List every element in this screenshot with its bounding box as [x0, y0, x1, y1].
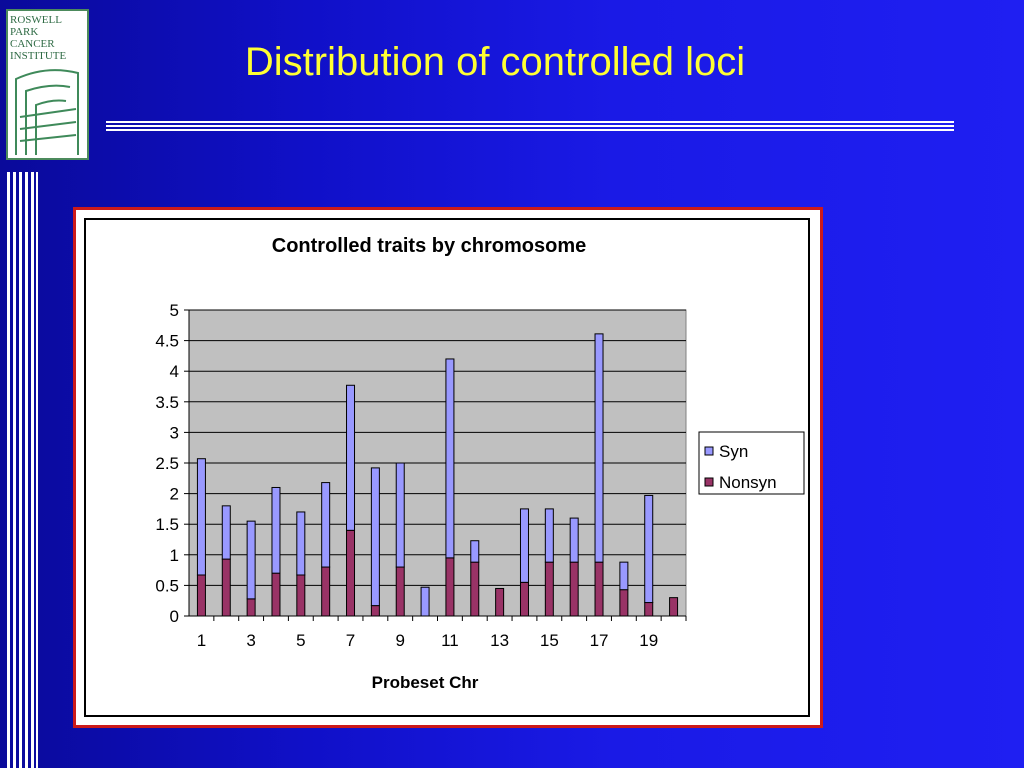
x-tick-label: 7 — [346, 631, 355, 650]
bar-syn — [544, 508, 554, 563]
y-tick-label: 2.5 — [155, 454, 179, 473]
y-tick-label: 0.5 — [155, 576, 179, 595]
y-tick-label: 0 — [170, 607, 179, 626]
bar-syn — [644, 494, 654, 604]
bar-nonsyn — [346, 529, 356, 617]
bar-syn — [619, 561, 629, 591]
bar-nonsyn — [221, 558, 231, 617]
logo-line: INSTITUTE — [10, 50, 66, 62]
bar-nonsyn — [544, 561, 554, 617]
bar-syn — [445, 358, 455, 559]
bar-nonsyn — [470, 561, 480, 617]
building-icon — [15, 69, 79, 155]
x-tick-label: 17 — [590, 631, 609, 650]
logo-line: CANCER — [10, 38, 55, 50]
bar-nonsyn — [370, 605, 380, 617]
x-tick-label: 13 — [490, 631, 509, 650]
bar-syn — [370, 467, 380, 607]
bar-nonsyn — [296, 574, 306, 617]
x-tick-label: 3 — [246, 631, 255, 650]
legend-label: Syn — [719, 442, 748, 461]
legend-box — [698, 431, 805, 495]
y-tick-label: 4.5 — [155, 332, 179, 351]
y-tick-label: 5 — [170, 301, 179, 320]
y-tick-label: 2 — [170, 485, 179, 504]
x-tick-label: 11 — [441, 631, 459, 650]
chart-title: Controlled traits by chromosome — [272, 235, 587, 257]
bar-syn — [196, 458, 206, 576]
chart-frame: Controlled traits by chromosome 0 0.5 1 1.5… — [73, 207, 823, 728]
x-tick-label: 1 — [197, 631, 206, 650]
x-axis-label: Probeset Chr — [372, 673, 479, 692]
bar-syn — [594, 333, 604, 563]
bar-syn — [296, 511, 306, 576]
bar-syn — [346, 384, 356, 531]
bar-nonsyn — [495, 587, 505, 617]
bar-syn — [420, 586, 430, 617]
bar-nonsyn — [669, 597, 679, 617]
legend-label: Nonsyn — [719, 473, 777, 492]
y-tick-label: 1.5 — [155, 515, 179, 534]
y-tick-label: 3.5 — [155, 393, 179, 412]
bar-nonsyn — [271, 572, 281, 617]
bar-syn — [321, 482, 331, 568]
logo-line: ROSWELL — [10, 14, 62, 26]
x-tick-label: 15 — [540, 631, 559, 650]
bar-nonsyn — [246, 598, 256, 617]
legend-swatch — [704, 446, 714, 456]
y-tick-label: 4 — [170, 362, 179, 381]
bar-nonsyn — [619, 589, 629, 617]
title-divider — [106, 121, 954, 131]
x-tick-label: 9 — [395, 631, 404, 650]
bar-nonsyn — [569, 561, 579, 617]
logo-line: PARK — [10, 26, 38, 38]
slide-title: Distribution of controlled loci — [244, 40, 746, 84]
bar-syn — [395, 462, 405, 568]
bar-nonsyn — [594, 561, 604, 617]
chart-legend: Syn Nonsyn — [698, 431, 805, 495]
bar-nonsyn — [196, 574, 206, 617]
bar-nonsyn — [644, 602, 654, 617]
stacked-bar-chart: Controlled traits by chromosome 0 0.5 1 1.5… — [84, 218, 810, 717]
bar-syn — [221, 505, 231, 560]
bar-syn — [246, 520, 256, 600]
x-tick-label: 5 — [296, 631, 305, 650]
y-tick-label: 1 — [170, 546, 179, 565]
bar-nonsyn — [519, 581, 529, 617]
bar-syn — [470, 540, 480, 563]
bar-nonsyn — [321, 566, 331, 617]
bar-syn — [271, 486, 281, 574]
roswell-park-logo: ROSWELL PARK CANCER INSTITUTE — [6, 9, 89, 160]
x-tick-label: 19 — [639, 631, 658, 650]
legend-swatch — [704, 477, 714, 487]
left-decorative-stripes — [7, 172, 38, 768]
y-tick-label: 3 — [170, 423, 179, 442]
bar-nonsyn — [445, 557, 455, 617]
bar-syn — [519, 508, 529, 583]
bar-nonsyn — [395, 566, 405, 617]
bar-syn — [569, 517, 579, 563]
